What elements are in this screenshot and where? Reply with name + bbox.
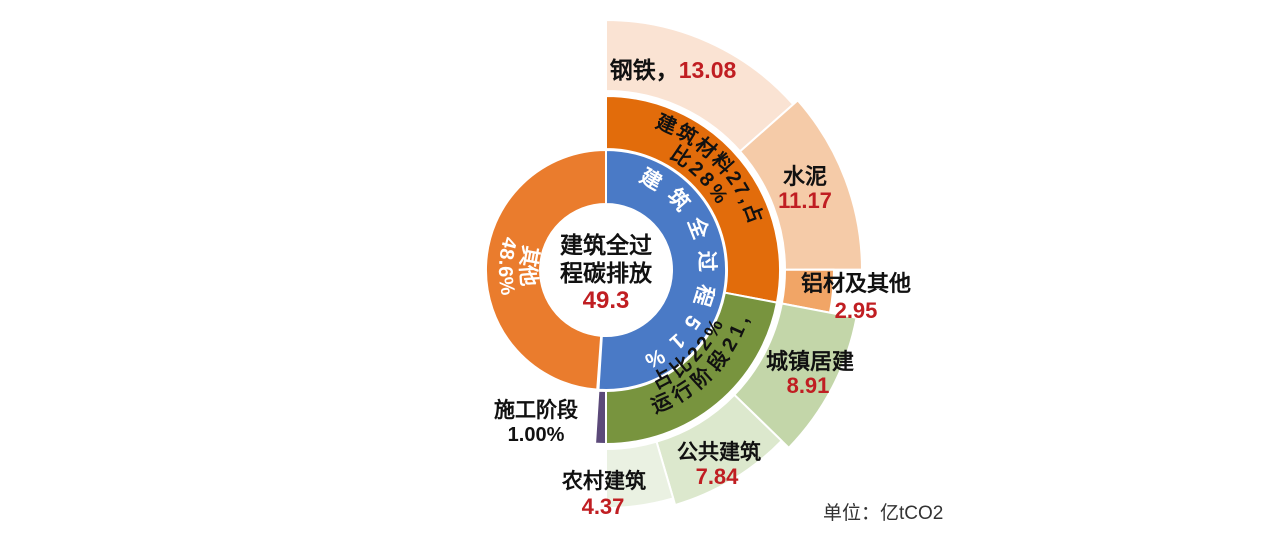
unit-note: 单位：亿tCO2 (823, 502, 943, 524)
steel-label: 钢铁，13.08 (610, 57, 737, 83)
public-name: 公共建筑 (677, 440, 761, 464)
urban-value: 8.91 (787, 373, 830, 398)
aluminum-value: 2.95 (835, 298, 878, 323)
cement-name: 水泥 (783, 164, 827, 189)
rural-name: 农村建筑 (561, 469, 646, 493)
segment-other-orange (484, 149, 607, 391)
segment-rural-buildings (605, 440, 675, 509)
segment-construction (594, 389, 607, 446)
construction-name: 施工阶段 (494, 398, 578, 422)
construction-value: 1.00% (508, 424, 565, 446)
public-value: 7.84 (696, 464, 740, 489)
center-value: 49.3 (583, 287, 630, 314)
rural-value: 4.37 (582, 494, 625, 519)
segment-urban-residential (733, 302, 858, 449)
urban-name: 城镇居建 (766, 349, 854, 374)
center-title-line1: 建筑全过 (560, 232, 652, 258)
segment-cement (739, 99, 863, 271)
segment-whole-process-blue (597, 149, 728, 391)
aluminum-name: 铝材及其他 (801, 271, 911, 296)
center-title-line2: 程碳排放 (560, 260, 653, 286)
cement-value: 11.17 (778, 188, 832, 213)
